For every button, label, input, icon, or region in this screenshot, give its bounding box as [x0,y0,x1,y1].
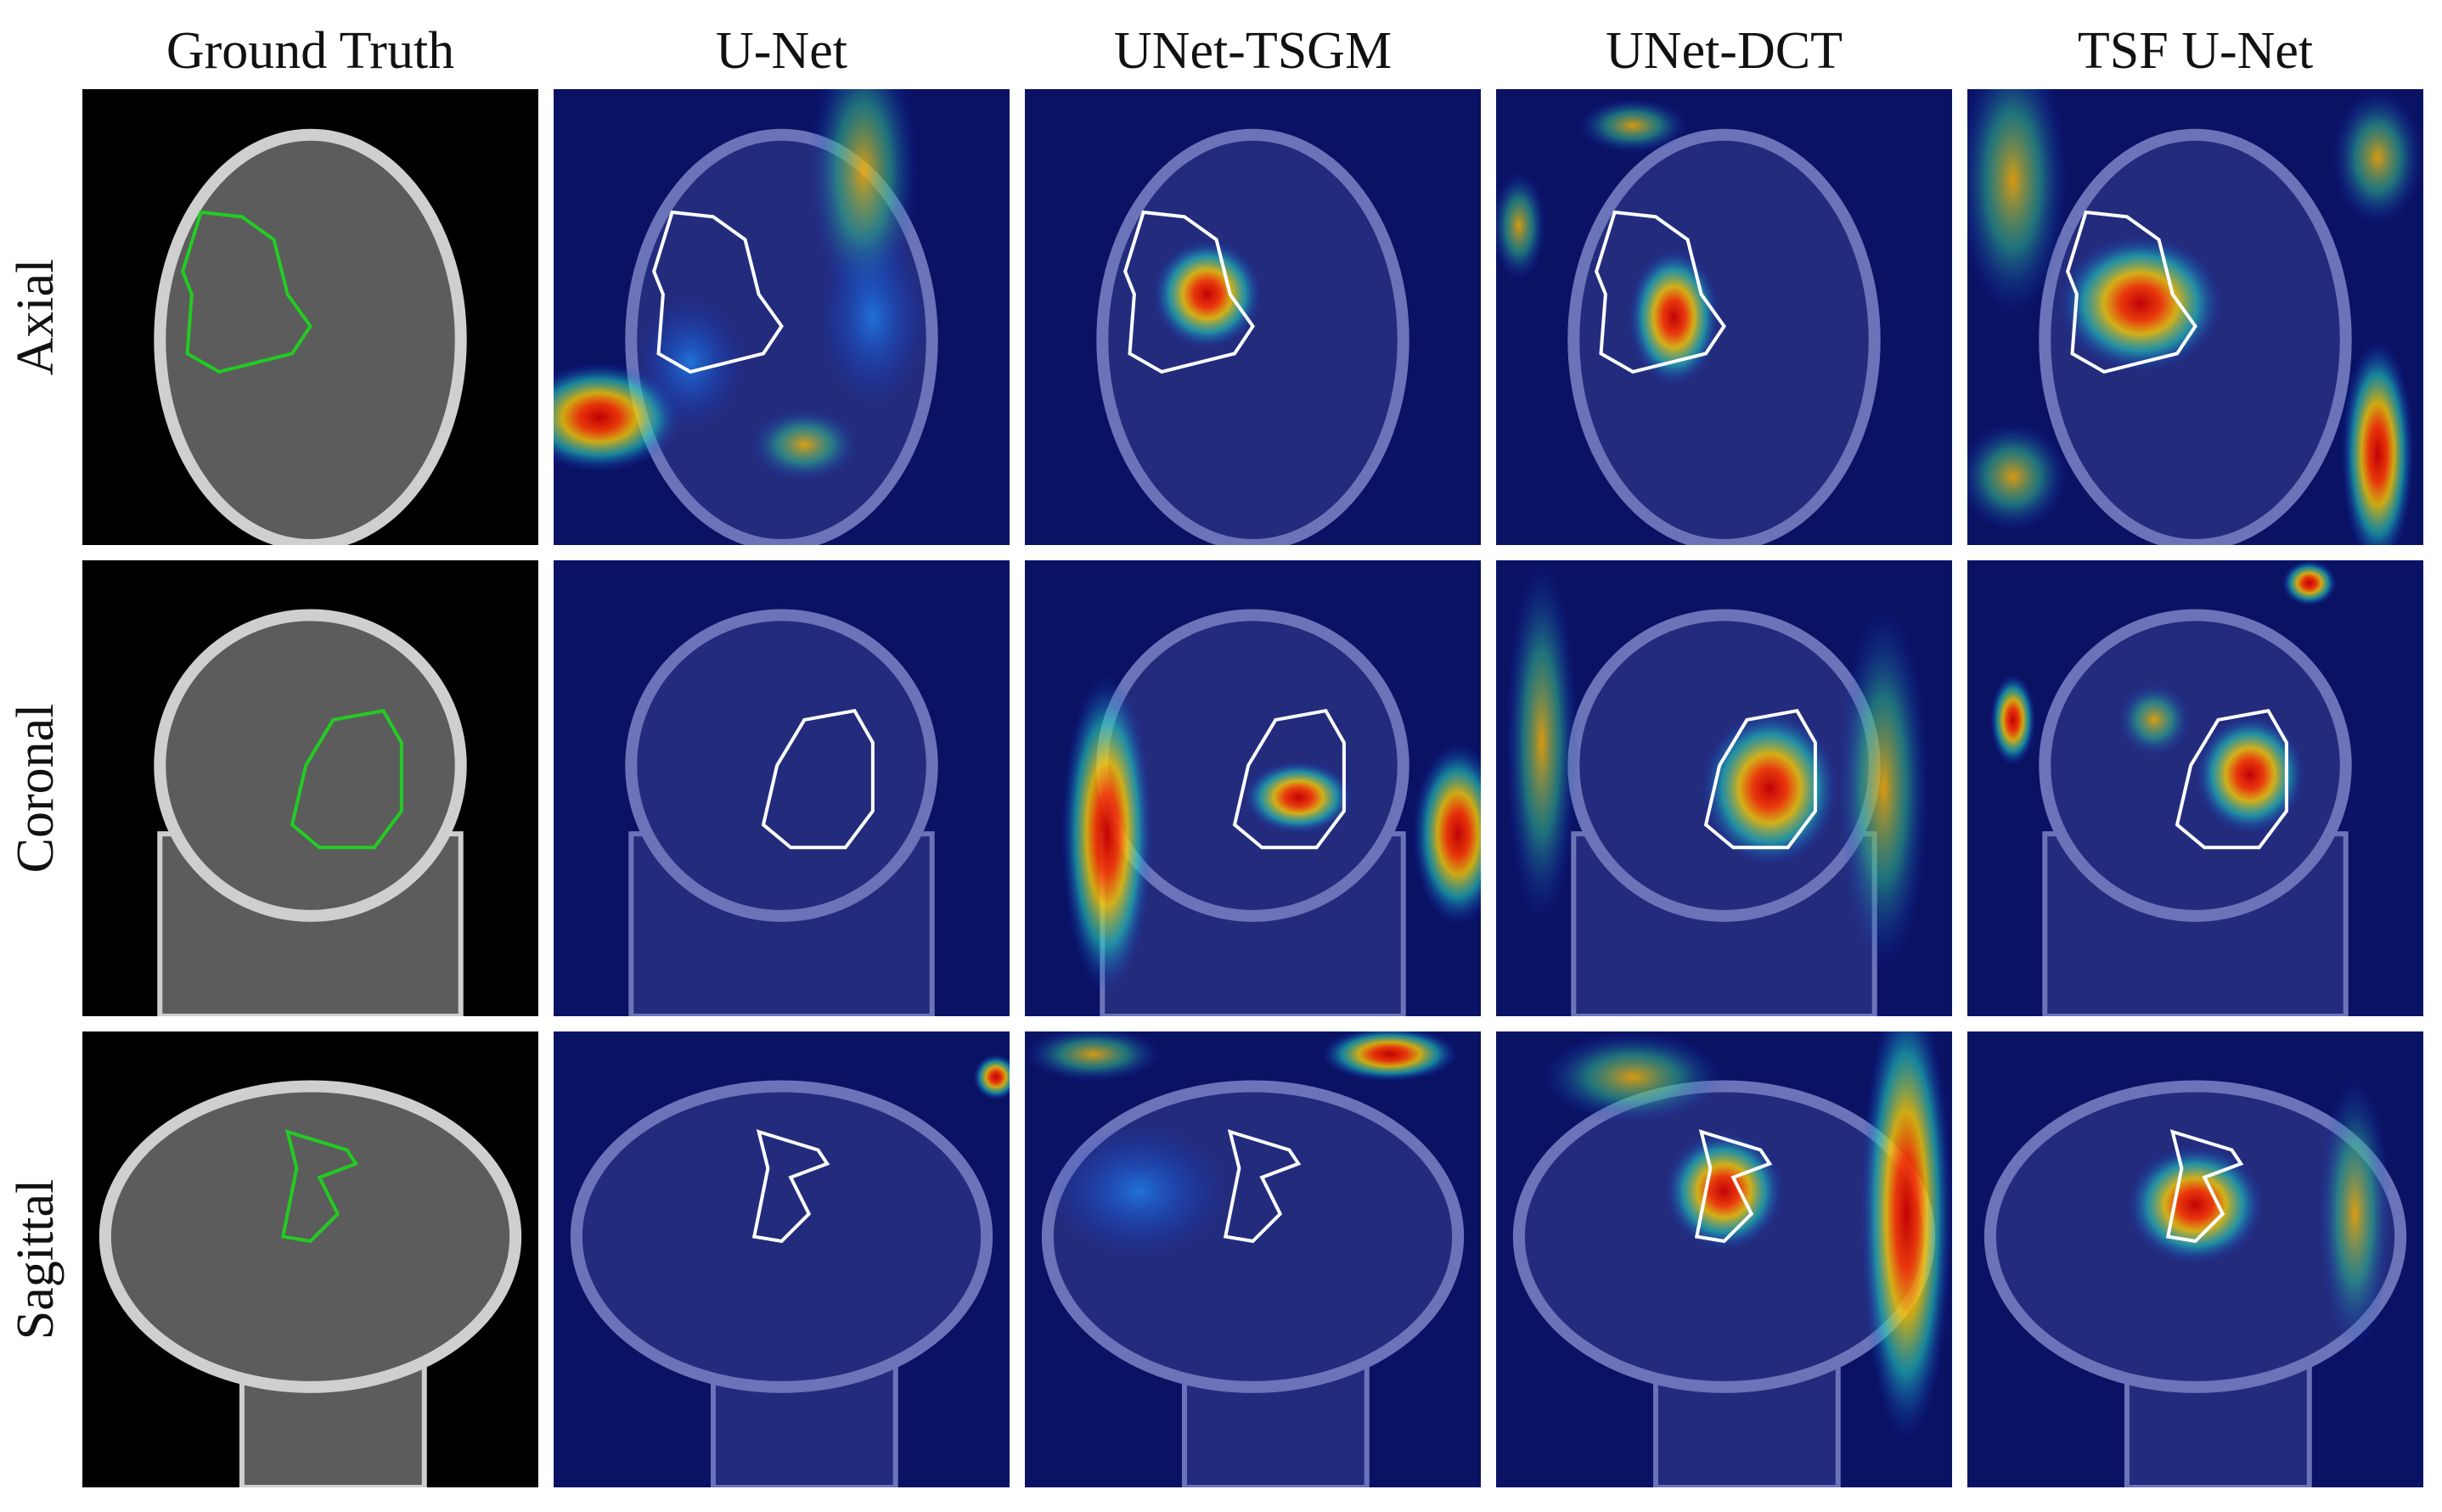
skull [154,128,467,545]
tumor-contour [2175,708,2288,850]
panel-image [1496,1031,1952,1487]
panel-image [1967,89,2423,545]
skull [625,609,938,922]
heat-blob [635,294,746,431]
heat-blob [1860,1031,1952,1442]
panel-image [1967,560,2423,1016]
heat-blob [1025,1031,1162,1082]
heat-blob [749,408,859,481]
row-label: Coronal [7,704,65,874]
heat-blob [1664,1132,1784,1251]
column-header: UNet-TSGM [1114,22,1392,80]
panel-image [1496,560,1952,1016]
tumor-contour [2066,210,2197,374]
panel-image [554,1031,1010,1487]
skull [1567,128,1881,545]
heat-blob [2318,1076,2392,1351]
heat-blob [2118,683,2192,756]
tumor-contour [761,708,875,850]
skull [98,1080,522,1393]
panel-image [554,89,1010,545]
panel-image [554,560,1010,1016]
heat-blob [1505,560,1578,925]
column-header: TSF U-Net [2078,22,2313,80]
column-header: UNet-DCT [1606,22,1843,80]
heat-blob [1412,742,1481,925]
heat-blob [818,226,928,408]
panel-image [82,89,538,545]
heat-blob [2126,1145,2265,1264]
column-header: Ground Truth [166,22,454,80]
tumor-contour [280,1129,359,1244]
heat-blob [2341,340,2415,545]
panel-image [1967,1031,2423,1487]
heat-blob [2282,560,2337,606]
tumor-contour [1595,210,1726,374]
heat-blob [2195,715,2305,835]
tumor-contour [652,210,784,374]
heat-blob [1837,605,1930,971]
heat-blob [1578,98,1688,154]
heat-blob [973,1054,1010,1100]
skull [2039,609,2352,922]
tumor-contour [1123,210,1255,374]
heat-blob [1047,1122,1230,1260]
tumor-contour [1694,1129,1773,1244]
heat-blob [1989,674,2036,766]
panel-image [1025,89,1481,545]
heat-blob [1152,239,1263,350]
tumor-contour [290,708,403,850]
heat-blob [2058,234,2223,372]
heat-blob [1628,248,1720,386]
heat-blob [1967,89,2068,318]
heat-blob [1967,422,2068,531]
row-label: Sagittal [7,1179,65,1340]
heat-blob [2332,89,2423,227]
panel-image [1496,89,1952,545]
panel-image [82,1031,538,1487]
skull [1096,128,1409,545]
heat-blob [1701,711,1838,866]
tumor-contour [181,210,312,374]
tumor-contour [1232,708,1346,850]
row-label: Axial [7,259,65,376]
tumor-contour [751,1129,830,1244]
column-header: U-Net [716,22,847,80]
panel-image [1025,560,1481,1016]
tumor-contour [2165,1129,2244,1244]
heat-blob [1061,674,1153,994]
skull [154,609,467,922]
heat-blob [1541,1031,1725,1123]
panel-image [82,560,538,1016]
tumor-contour [1223,1129,1302,1244]
heat-blob [1496,171,1547,281]
heat-blob [1243,761,1353,835]
skull [570,1080,993,1393]
heat-blob [1321,1031,1459,1082]
tumor-contour [1703,708,1817,850]
panel-image [1025,1031,1481,1487]
